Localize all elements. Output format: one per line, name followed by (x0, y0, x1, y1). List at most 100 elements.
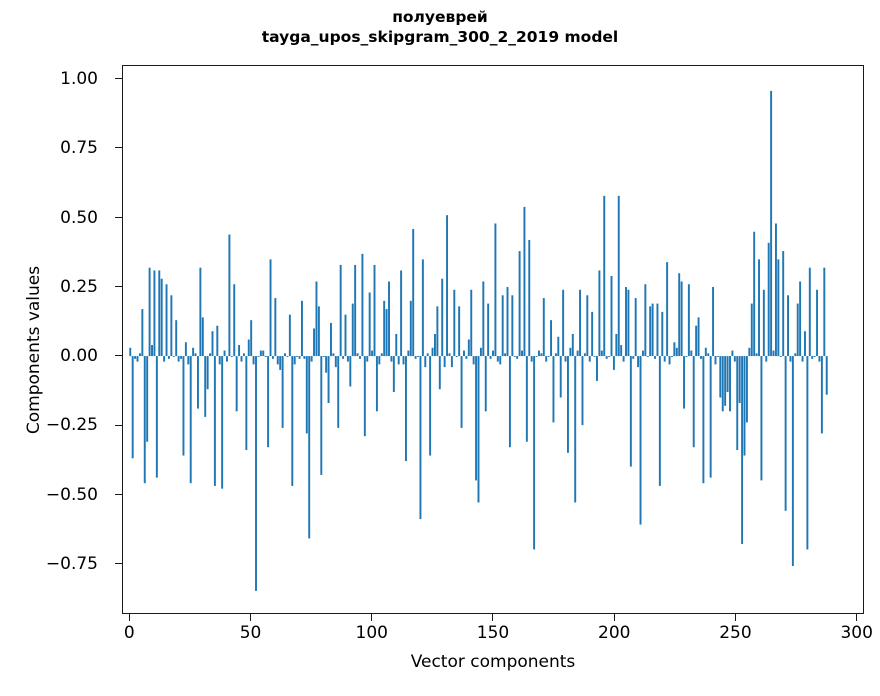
bar (409, 300, 412, 357)
bar (523, 206, 526, 357)
bar (738, 356, 741, 404)
bar (704, 347, 707, 357)
bar (245, 356, 248, 451)
bar (433, 333, 436, 357)
bar (625, 287, 627, 357)
y-axis-label: Components values (24, 265, 44, 435)
bar (262, 350, 265, 357)
bar (518, 251, 521, 357)
bar (702, 356, 705, 484)
bar (593, 356, 596, 357)
bar (673, 342, 676, 357)
y-axis-tick-label: 0.75 (60, 138, 98, 159)
bar (758, 259, 760, 357)
bar (726, 356, 729, 392)
y-axis-tick (115, 78, 122, 80)
bar (177, 356, 180, 362)
bar (620, 345, 623, 357)
bar (733, 356, 736, 362)
bar (622, 356, 625, 362)
bar (138, 353, 141, 357)
bar (475, 356, 478, 481)
bar (346, 356, 349, 362)
bar (332, 353, 335, 357)
bar (204, 356, 207, 417)
bar (167, 356, 170, 359)
bar (801, 356, 804, 362)
bar (274, 298, 277, 357)
bar (300, 300, 303, 357)
bar (407, 350, 410, 357)
bar (400, 270, 403, 357)
bar (211, 331, 214, 357)
bar (675, 347, 678, 357)
bar (736, 356, 739, 451)
bar (276, 356, 279, 365)
y-axis-tick-label: 1.00 (60, 68, 98, 89)
bar (533, 356, 536, 550)
bar (796, 303, 799, 357)
bar (305, 356, 308, 434)
bar (143, 356, 146, 484)
bar (820, 356, 823, 434)
bar (479, 347, 482, 357)
bar (465, 356, 468, 359)
bar (366, 356, 369, 362)
bar (496, 356, 499, 362)
bar (683, 356, 686, 409)
bar (557, 336, 560, 357)
bar (296, 356, 299, 357)
bar (574, 356, 577, 503)
x-axis-tick (856, 614, 858, 621)
bar (286, 356, 289, 357)
y-axis-tick (115, 355, 122, 357)
bar (417, 356, 419, 357)
bar (426, 353, 429, 357)
bar (755, 353, 758, 357)
bar (762, 289, 765, 357)
bar (281, 356, 284, 428)
bar (641, 350, 644, 357)
bar (155, 356, 158, 478)
bar (134, 356, 137, 359)
bar (228, 234, 231, 357)
bar (586, 295, 589, 357)
bar (375, 356, 378, 412)
bar (661, 311, 664, 357)
bar (581, 356, 584, 426)
bar (743, 356, 746, 456)
bar (308, 356, 311, 539)
y-axis-tick (115, 286, 122, 288)
bar (789, 356, 792, 362)
bar (216, 325, 219, 357)
bar (141, 309, 144, 357)
bar (787, 295, 789, 357)
bar (714, 356, 717, 365)
bar (767, 242, 770, 357)
bar (131, 356, 134, 459)
bar (269, 259, 272, 357)
bar (666, 262, 669, 357)
bar (598, 270, 601, 357)
bar (240, 356, 243, 362)
bar (361, 253, 364, 357)
bar (226, 356, 228, 362)
bar (373, 264, 376, 357)
bar (632, 356, 635, 359)
bar (163, 356, 166, 362)
bar (288, 314, 291, 357)
bar (687, 284, 690, 357)
x-axis-tick (492, 614, 494, 621)
bar (342, 356, 345, 359)
bar (380, 353, 383, 357)
bar (477, 356, 480, 503)
bar (487, 303, 490, 357)
bar (184, 342, 187, 357)
bar (499, 356, 502, 365)
bar (223, 350, 226, 357)
bar (213, 356, 216, 486)
bar (455, 356, 458, 357)
bar (516, 356, 519, 359)
y-axis-tick (115, 563, 122, 565)
bar (816, 289, 819, 357)
